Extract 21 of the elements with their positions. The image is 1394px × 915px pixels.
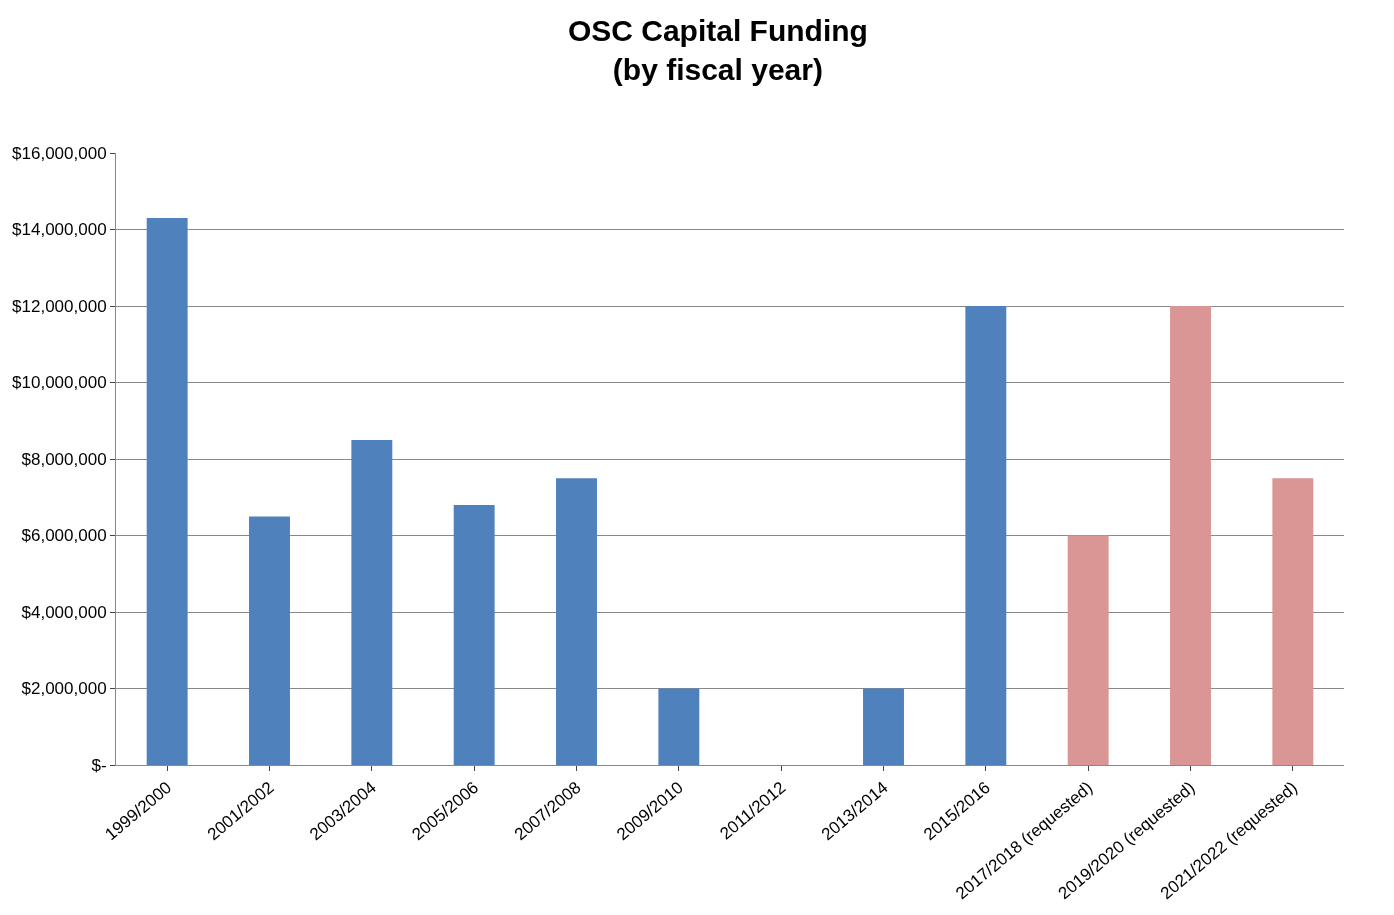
y-tick-label: $4,000,000 xyxy=(21,602,107,622)
bar xyxy=(1067,535,1109,765)
y-tick-label: $12,000,000 xyxy=(12,296,107,316)
y-tick-label: $16,000,000 xyxy=(12,143,107,163)
bar xyxy=(249,516,290,765)
bar xyxy=(658,688,700,765)
y-tick-label: $- xyxy=(91,755,107,775)
y-tick-label: $6,000,000 xyxy=(21,526,107,546)
chart-title: OSC Capital Funding (by fiscal year) xyxy=(567,13,868,86)
bar xyxy=(863,688,904,765)
y-tick-label: $8,000,000 xyxy=(21,449,107,469)
bar xyxy=(146,218,188,765)
bar xyxy=(453,504,495,765)
y-tick-label: $14,000,000 xyxy=(12,220,107,240)
bar xyxy=(556,478,597,765)
y-tick-label: $10,000,000 xyxy=(12,373,107,393)
bar xyxy=(1170,306,1211,765)
y-tick-label: $2,000,000 xyxy=(21,679,107,699)
bar xyxy=(965,306,1007,765)
bar xyxy=(1272,478,1314,765)
bar xyxy=(351,439,393,765)
